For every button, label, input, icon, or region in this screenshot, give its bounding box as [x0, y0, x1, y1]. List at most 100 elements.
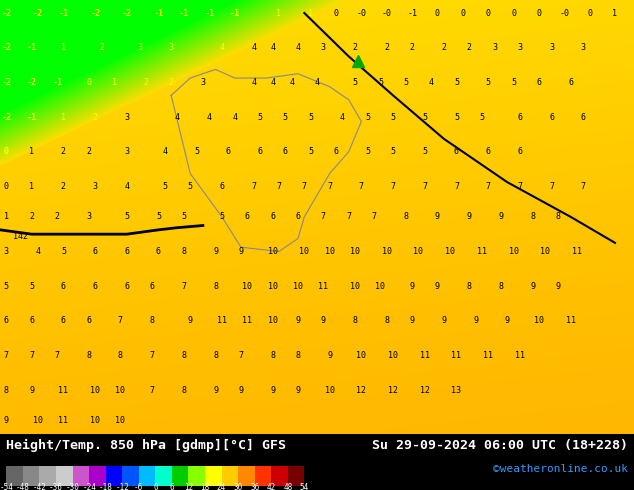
Text: 3: 3 [581, 43, 586, 52]
Text: 2: 2 [410, 43, 415, 52]
Text: 9: 9 [467, 212, 472, 221]
Text: 8: 8 [353, 317, 358, 325]
Text: 12: 12 [184, 483, 193, 490]
Text: 6: 6 [295, 212, 301, 221]
Bar [155, 466, 172, 486]
Text: 5: 5 [422, 113, 427, 122]
Text: 1: 1 [612, 8, 618, 18]
Text: 48: 48 [283, 483, 292, 490]
Text: 9: 9 [473, 317, 478, 325]
Text: 5: 5 [454, 113, 459, 122]
Text: 4: 4 [219, 43, 224, 52]
Text: 6: 6 [333, 147, 339, 156]
Text: 7: 7 [391, 182, 396, 191]
Text: 8: 8 [213, 351, 218, 360]
Text: 10: 10 [268, 282, 278, 291]
Text: 5: 5 [391, 147, 396, 156]
Bar [72, 466, 89, 486]
Text: 5: 5 [194, 147, 199, 156]
Text: -1: -1 [407, 8, 417, 18]
Text: 11: 11 [420, 351, 430, 360]
Text: 6: 6 [169, 483, 174, 490]
Text: 0: 0 [486, 8, 491, 18]
Text: 6: 6 [454, 147, 459, 156]
Text: 3: 3 [137, 43, 142, 52]
Text: 8: 8 [270, 351, 275, 360]
Text: 9: 9 [410, 317, 415, 325]
Text: 10: 10 [268, 247, 278, 256]
Text: -12: -12 [115, 483, 129, 490]
Text: -0: -0 [559, 8, 569, 18]
Text: -18: -18 [99, 483, 113, 490]
Text: 7: 7 [238, 351, 243, 360]
Text: -2: -2 [90, 8, 100, 18]
Text: 10: 10 [350, 247, 360, 256]
Text: 142: 142 [13, 232, 28, 241]
Text: 6: 6 [61, 282, 66, 291]
Text: 8: 8 [530, 212, 535, 221]
Text: 3: 3 [4, 247, 9, 256]
Text: -2: -2 [1, 43, 11, 52]
Text: 11: 11 [58, 416, 68, 425]
Text: 4: 4 [175, 113, 180, 122]
Text: 12: 12 [420, 386, 430, 395]
Text: 11: 11 [477, 247, 487, 256]
Text: 5: 5 [486, 78, 491, 87]
Text: 2: 2 [384, 43, 389, 52]
Text: 9: 9 [327, 351, 332, 360]
Text: 7: 7 [486, 182, 491, 191]
Text: -1: -1 [58, 8, 68, 18]
Text: -1: -1 [27, 113, 37, 122]
Text: 6: 6 [124, 247, 129, 256]
Text: 6: 6 [124, 282, 129, 291]
Text: 0: 0 [333, 8, 339, 18]
Text: 10: 10 [325, 386, 335, 395]
Bar [139, 466, 155, 486]
Text: 3: 3 [93, 182, 98, 191]
Text: 0: 0 [536, 8, 541, 18]
Text: 10: 10 [293, 282, 303, 291]
Text: 5: 5 [29, 282, 34, 291]
Text: 11: 11 [566, 317, 576, 325]
Bar [23, 466, 39, 486]
Text: 0: 0 [435, 8, 440, 18]
Text: 2: 2 [61, 147, 66, 156]
Text: 1: 1 [112, 78, 117, 87]
Text: -42: -42 [32, 483, 46, 490]
Text: -2: -2 [1, 78, 11, 87]
Text: 9: 9 [505, 317, 510, 325]
Bar [6, 466, 23, 486]
Text: 24: 24 [217, 483, 226, 490]
Text: 3: 3 [517, 43, 522, 52]
Text: 11: 11 [318, 282, 328, 291]
Text: -24: -24 [82, 483, 96, 490]
Text: 2: 2 [29, 212, 34, 221]
Text: 7: 7 [321, 212, 326, 221]
Text: 3: 3 [124, 147, 129, 156]
Text: 8: 8 [86, 351, 91, 360]
Text: 7: 7 [359, 182, 364, 191]
Text: 8: 8 [403, 212, 408, 221]
Text: 8: 8 [384, 317, 389, 325]
Bar [271, 466, 288, 486]
Text: -2: -2 [1, 78, 11, 87]
Text: -1: -1 [179, 8, 189, 18]
Text: 10: 10 [350, 282, 360, 291]
Text: 6: 6 [245, 212, 250, 221]
Text: 7: 7 [517, 182, 522, 191]
Text: 2: 2 [99, 43, 104, 52]
Text: 6: 6 [86, 317, 91, 325]
Text: -2: -2 [1, 113, 11, 122]
Text: 9: 9 [213, 386, 218, 395]
Text: 5: 5 [365, 113, 370, 122]
Text: 11: 11 [572, 247, 582, 256]
Text: 8: 8 [295, 351, 301, 360]
Text: 7: 7 [251, 182, 256, 191]
Text: 6: 6 [517, 113, 522, 122]
Text: 4: 4 [232, 113, 237, 122]
Text: 10: 10 [382, 247, 392, 256]
Bar [39, 466, 56, 486]
Text: 5: 5 [391, 113, 396, 122]
Text: -1: -1 [230, 8, 240, 18]
Text: 9: 9 [530, 282, 535, 291]
